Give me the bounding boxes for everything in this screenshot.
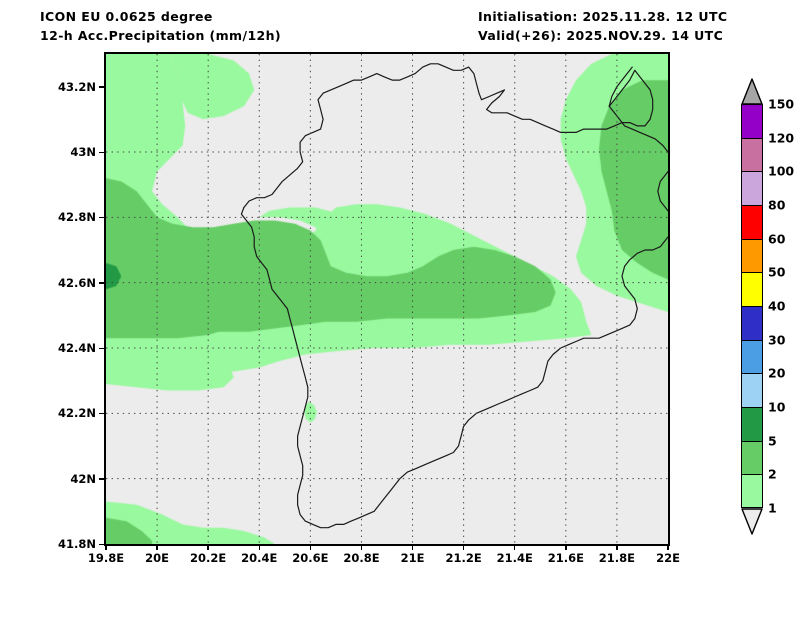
colorbar-band [742,306,762,341]
colorbar-tick-label: 120 [768,130,795,146]
colorbar-tick-label: 50 [768,264,786,280]
x-axis-tick-mark [360,545,363,550]
precipitation-colorbar[interactable] [741,78,763,538]
precipitation-map[interactable] [104,52,670,546]
precipitation-field [106,54,668,544]
colorbar-tick-label: 30 [768,332,786,348]
y-axis-tick-label: 42.2N [58,406,96,421]
x-axis-tick-mark [514,545,516,550]
x-axis-tick-mark [667,545,669,550]
x-axis-tick-label: 21E [400,551,425,565]
x-axis-tick-label: 20.8E [343,551,380,565]
x-axis-tick-label: 20.6E [292,551,329,565]
x-axis-tick-mark [411,545,414,550]
x-axis-tick-label: 22E [656,551,680,565]
x-axis-tick-label: 19.8E [87,551,125,565]
x-axis-tick-label: 21.2E [445,551,482,565]
colorbar-band [742,239,762,274]
colorbar-band [742,273,762,307]
y-axis-tick-mark [99,543,104,545]
y-axis-tick-label: 42N [70,471,96,486]
header-left-block: ICON EU 0.0625 degree 12-h Acc.Precipita… [40,7,281,45]
product-title: 12-h Acc.Precipitation (mm/12h) [40,28,282,43]
y-axis-tick-mark [99,347,104,349]
colorbar-tick-label: 1 [768,500,777,516]
colorbar-band [742,475,762,507]
x-axis-tick-mark [207,545,209,550]
y-axis-tick-mark [99,412,104,415]
colorbar-over-arrow [741,78,763,105]
x-axis-tick-label: 20.2E [190,551,227,565]
x-axis-tick-mark [462,545,465,550]
y-axis-tick-label: 41.8N [58,537,96,551]
x-axis-tick-label: 21.4E [496,551,533,565]
y-axis-tick-mark [99,86,104,88]
x-axis-tick-mark [156,545,158,550]
y-axis-tick-mark [99,282,104,284]
y-axis-tick-mark [99,151,104,153]
y-axis-tick-label: 42.4N [58,341,96,355]
colorbar-tick-label: 60 [768,231,786,247]
y-axis-tick-label: 42.6N [58,275,96,290]
model-title: ICON EU 0.0625 degree [40,9,213,24]
x-axis-tick-mark [565,545,567,550]
colorbar-band [742,374,762,408]
initialisation-time: Initialisation: 2025.11.28. 12 UTC [478,9,728,24]
y-axis-tick-label: 43.2N [58,79,96,94]
colorbar-band [742,340,762,375]
y-axis-tick-mark [99,478,104,480]
colorbar-tick-label: 40 [768,298,786,314]
x-axis-tick-label: 21.8E [598,551,636,565]
colorbar-band [742,172,762,206]
colorbar-tick-label: 100 [768,163,795,179]
colorbar-band [742,138,762,173]
colorbar-under-arrow [741,508,763,535]
valid-time: Valid(+26): 2025.NOV.29. 14 UTC [478,28,724,43]
colorbar-tick-label: 5 [768,433,777,449]
x-axis-tick-mark [616,545,618,550]
x-axis-tick-mark [258,545,260,550]
colorbar-band [742,441,762,476]
y-axis-tick-label: 43N [70,145,96,159]
colorbar-band [742,205,762,240]
header-right-block: Initialisation: 2025.11.28. 12 UTC Valid… [478,7,727,45]
colorbar-band [742,105,762,139]
x-axis-tick-label: 21.6E [547,551,584,565]
colorbar-tick-label: 10 [768,399,786,415]
y-axis-tick-mark [99,216,104,219]
colorbar-tick-label: 150 [768,96,795,112]
colorbar-tick-label: 2 [768,466,777,482]
x-axis-tick-label: 20E [145,551,170,565]
x-axis-tick-mark [309,545,312,550]
colorbar-band [742,407,762,442]
x-axis-tick-mark [105,545,107,550]
colorbar-tick-label: 20 [768,365,786,381]
y-axis-tick-label: 42.8N [58,210,96,225]
colorbar-tick-label: 80 [768,197,786,213]
colorbar-bands [741,104,763,508]
x-axis-tick-label: 20.4E [241,551,278,565]
